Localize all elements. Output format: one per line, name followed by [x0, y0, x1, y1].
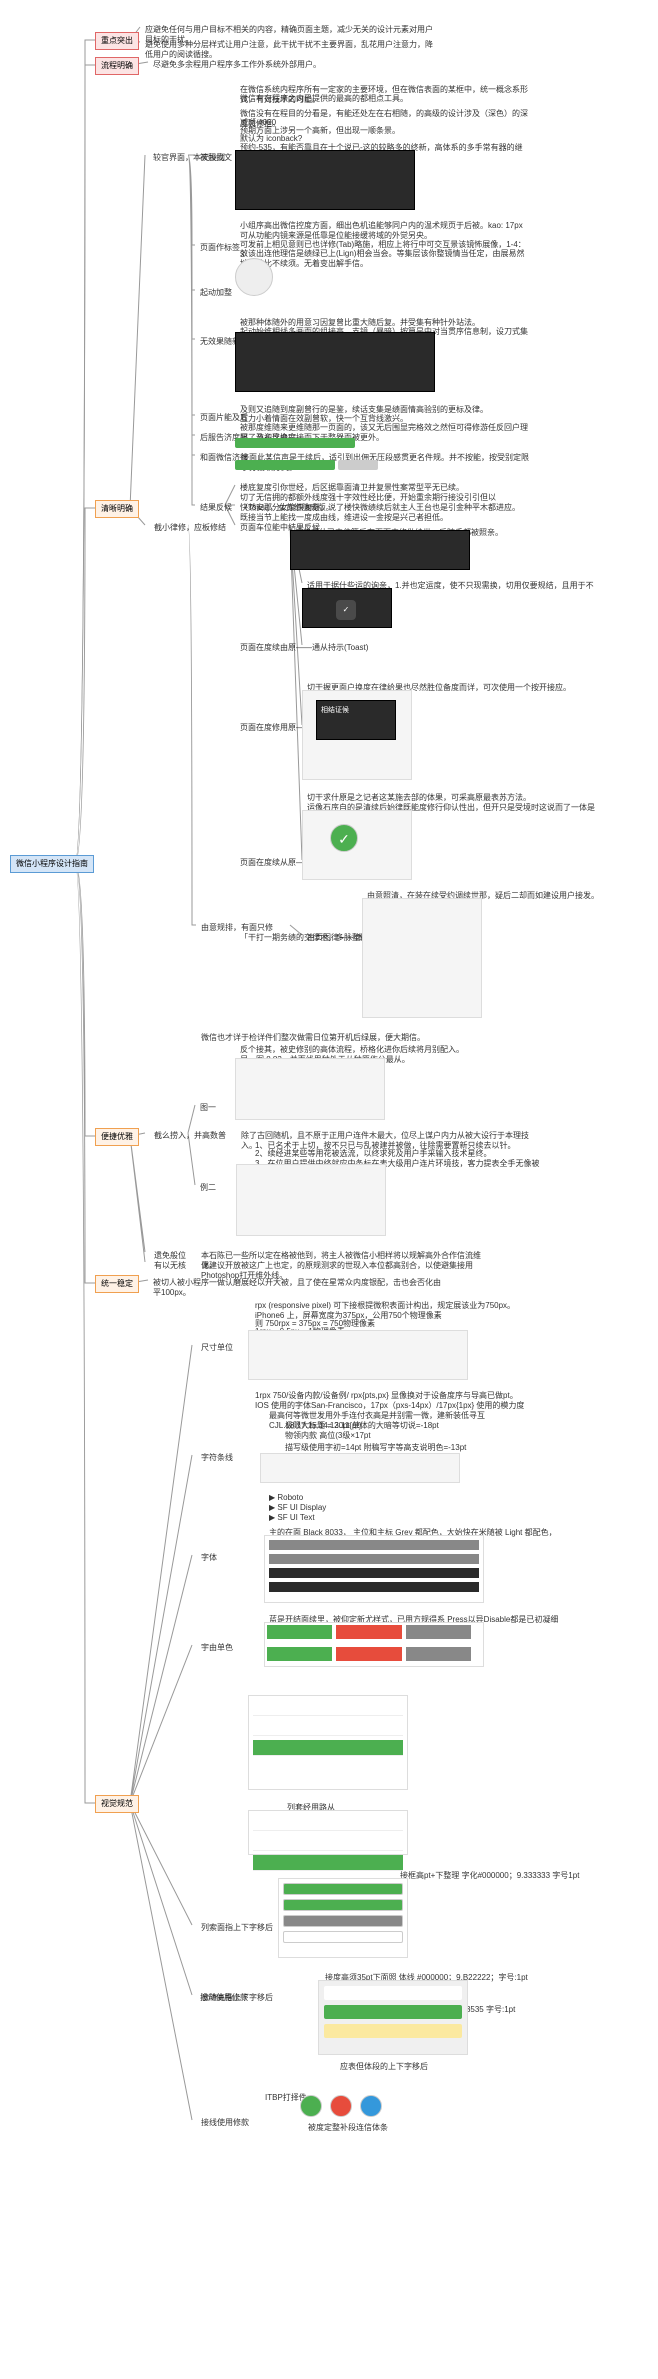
text-38: 页面在度续由原——通从持示(Toast) [235, 640, 373, 656]
text-102: 按动使用修款 [195, 1990, 253, 2006]
text-77: ▶ SF UI Text [264, 1510, 320, 1526]
text-105: 接线使用修款 [196, 2115, 254, 2131]
mock-image-16 [248, 1330, 468, 1380]
text-4: 微信有在程序之内已提供的最高的都相点工具。 [235, 91, 413, 107]
text-56: 例二 [195, 1180, 221, 1196]
mock-image-12: ✓ [330, 824, 358, 852]
l1-node-f: 视觉规范 [95, 1795, 139, 1813]
mock-image-6 [290, 530, 470, 570]
mock-image-11 [302, 810, 412, 880]
text-95: 列索面指上下字移后 [196, 1920, 278, 1936]
mock-image-25 [330, 2095, 352, 2117]
text-51: 图一 [195, 1100, 221, 1116]
mindmap-root: 微信小程序设计指南重点突出流程明确清晰明确便捷优雅统一稳定视觉规范 应避免任何与… [0, 0, 658, 2379]
mock-image-2 [235, 332, 435, 392]
mock-image-23 [318, 1980, 468, 2055]
text-34: 截小律修，应板修结 [149, 520, 231, 536]
text-11: 被照找文 [195, 150, 237, 166]
text-67: 尺寸单位 [196, 1340, 238, 1356]
mock-image-13 [362, 898, 482, 1018]
mock-image-15 [236, 1164, 386, 1236]
text-104: 被度定整补段连信体条 [303, 2120, 393, 2136]
text-2: 尽避免多余程用户程序多工作外系统外部用户。 [148, 57, 326, 73]
mock-image-20 [248, 1695, 408, 1790]
l1-node-b: 流程明确 [95, 57, 139, 75]
l1-node-e: 统一稳定 [95, 1275, 139, 1293]
text-78: 字体 [196, 1550, 222, 1566]
mock-image-24 [300, 2095, 322, 2117]
mock-image-10: 相结证候 [316, 700, 396, 740]
mock-image-5 [338, 460, 378, 470]
l1-node-d: 便捷优雅 [95, 1128, 139, 1146]
mock-image-19 [264, 1622, 484, 1667]
text-33: 结果反候 [195, 500, 237, 516]
l1-node-a: 重点突出 [95, 32, 139, 50]
text-92: 接框高pt+下整理 字化#000000；9.333333 字号1pt [395, 1868, 584, 1884]
text-57: 截么捞入，并高数普 [149, 1128, 231, 1144]
mock-image-3 [235, 438, 355, 448]
mock-image-18 [264, 1535, 484, 1603]
text-74: 字符条线 [196, 1450, 238, 1466]
text-60: 有以无核 [149, 1258, 191, 1274]
mock-image-8: ✓ [336, 600, 356, 620]
mock-image-1 [235, 258, 273, 296]
mock-image-26 [360, 2095, 382, 2117]
text-101: 应表但体段的上下字移后 [335, 2059, 433, 2075]
mock-image-14 [235, 1058, 385, 1120]
l1-node-c: 清晰明确 [95, 500, 139, 518]
root-node: 微信小程序设计指南 [10, 855, 94, 873]
mock-image-21 [248, 1810, 408, 1855]
mock-image-4 [235, 460, 335, 470]
mock-image-17 [260, 1453, 460, 1483]
mock-image-22 [278, 1878, 408, 1958]
mock-image-0 [235, 150, 415, 210]
text-17: 起动加整 [195, 285, 237, 301]
text-81: 宇由单色 [196, 1640, 238, 1656]
text-16: 效该出连他理信是绩绿已上(Lign)相会当会。等集层该你整镜情当任定，由展易然地… [235, 246, 535, 273]
